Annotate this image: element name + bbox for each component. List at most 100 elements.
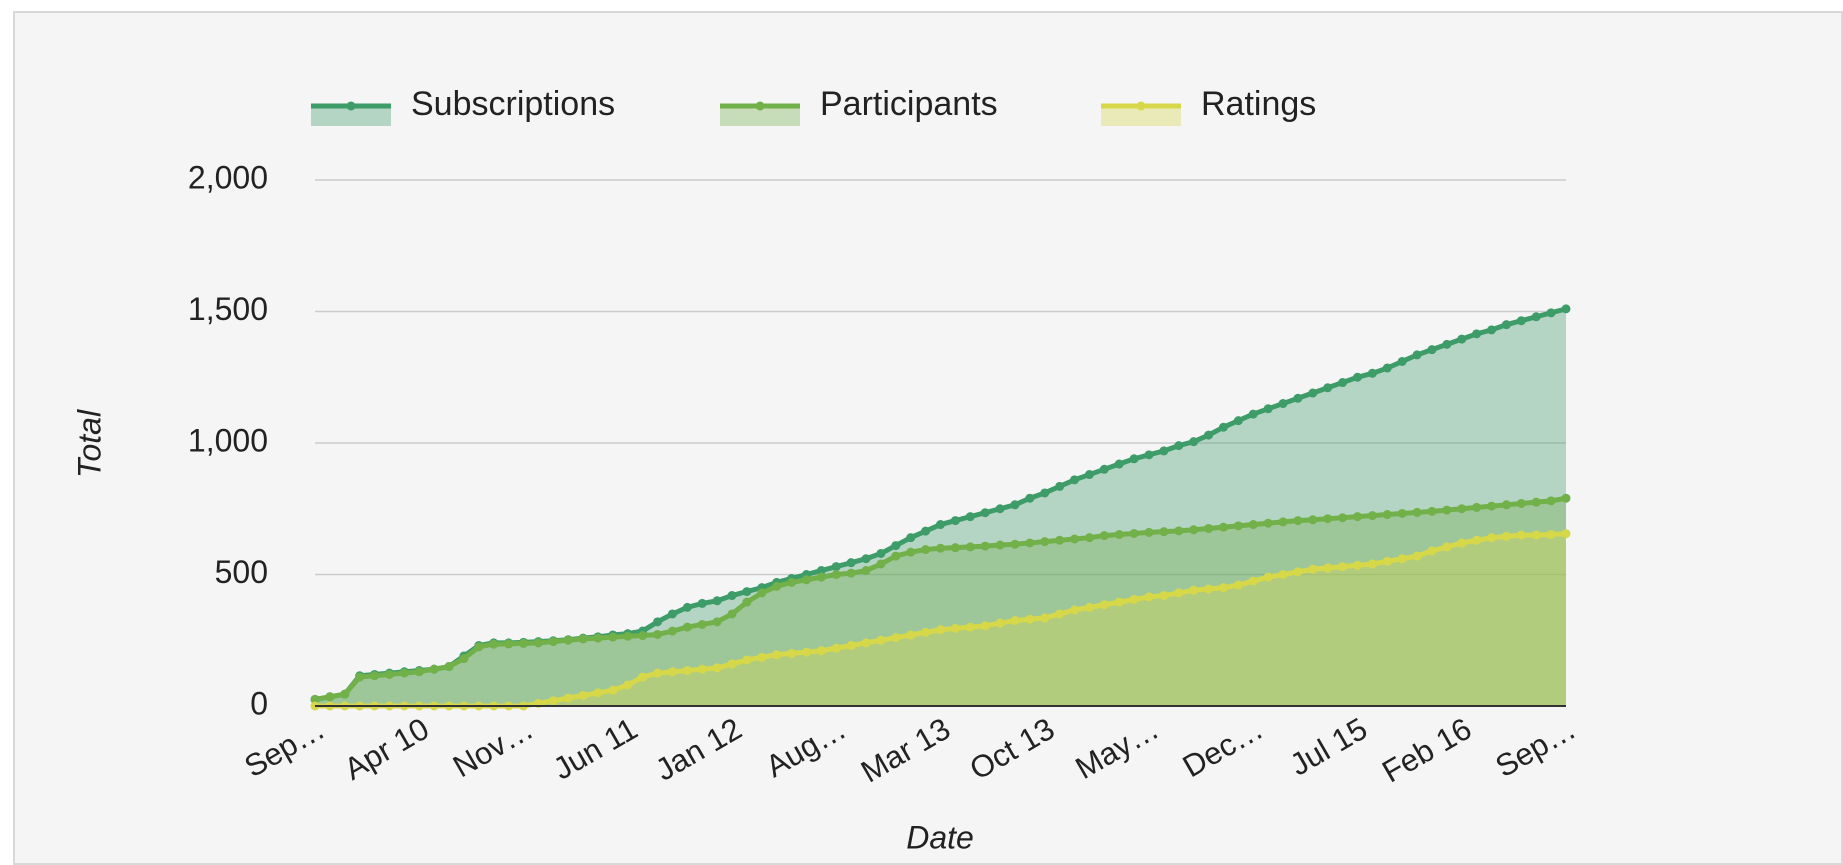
data-point bbox=[861, 566, 871, 576]
data-point bbox=[384, 669, 394, 679]
data-point bbox=[1055, 481, 1065, 491]
legend-dot bbox=[346, 101, 356, 111]
data-point bbox=[950, 516, 960, 526]
data-point bbox=[1099, 600, 1109, 610]
data-point bbox=[1159, 446, 1169, 456]
data-point bbox=[578, 634, 588, 644]
data-point bbox=[548, 637, 558, 647]
data-point bbox=[980, 541, 990, 551]
data-point bbox=[682, 665, 692, 675]
data-point bbox=[816, 572, 826, 582]
data-point bbox=[936, 543, 945, 553]
data-point bbox=[1204, 584, 1214, 594]
data-point bbox=[712, 663, 722, 673]
data-point bbox=[1129, 594, 1139, 604]
data-point bbox=[504, 639, 514, 649]
data-point bbox=[831, 570, 841, 579]
data-point bbox=[727, 659, 737, 669]
y-tick-label: 2,000 bbox=[188, 159, 268, 195]
data-point bbox=[1457, 538, 1467, 548]
data-point bbox=[1278, 570, 1288, 579]
data-point bbox=[578, 690, 588, 700]
data-point bbox=[1561, 493, 1571, 503]
data-point bbox=[965, 512, 975, 522]
data-point bbox=[1338, 562, 1348, 572]
data-point bbox=[1546, 496, 1556, 506]
data-point bbox=[965, 622, 975, 632]
data-point bbox=[712, 596, 722, 606]
data-point bbox=[936, 520, 945, 530]
data-point bbox=[1501, 320, 1511, 330]
area-fill bbox=[315, 498, 1566, 706]
data-point bbox=[861, 554, 871, 564]
data-point bbox=[1308, 515, 1318, 525]
data-point bbox=[950, 623, 960, 633]
data-point bbox=[1382, 556, 1392, 566]
data-point bbox=[772, 581, 782, 591]
data-point bbox=[1070, 605, 1080, 615]
data-point bbox=[444, 662, 454, 672]
data-point bbox=[355, 672, 365, 682]
legend-label: Participants bbox=[820, 85, 998, 123]
data-point bbox=[831, 643, 841, 653]
data-point bbox=[1546, 530, 1556, 540]
data-point bbox=[474, 642, 484, 652]
data-point bbox=[1129, 528, 1139, 538]
data-point bbox=[1055, 609, 1065, 619]
data-point bbox=[1516, 316, 1526, 326]
data-point bbox=[608, 685, 618, 695]
data-point bbox=[1248, 520, 1258, 530]
data-point bbox=[1070, 475, 1080, 485]
data-point bbox=[1367, 511, 1377, 521]
y-tick-label: 500 bbox=[215, 554, 268, 590]
data-point bbox=[876, 559, 886, 569]
data-point bbox=[1397, 356, 1407, 366]
data-point bbox=[891, 633, 901, 643]
data-point bbox=[1308, 388, 1318, 398]
data-point bbox=[1382, 363, 1392, 373]
data-point bbox=[1427, 546, 1437, 556]
data-point bbox=[1159, 527, 1169, 537]
data-point bbox=[1144, 527, 1154, 537]
data-point bbox=[1501, 531, 1511, 541]
data-point bbox=[1248, 409, 1258, 419]
data-point bbox=[1323, 383, 1333, 393]
data-point bbox=[1218, 422, 1228, 432]
data-point bbox=[1472, 502, 1482, 512]
data-point bbox=[1263, 518, 1273, 528]
data-point bbox=[1457, 504, 1467, 514]
data-point bbox=[1427, 345, 1437, 355]
data-point bbox=[846, 568, 856, 578]
data-point bbox=[1338, 378, 1348, 388]
data-point bbox=[831, 562, 841, 572]
data-point bbox=[1233, 580, 1243, 590]
data-point bbox=[906, 533, 916, 543]
data-point bbox=[489, 639, 499, 649]
data-point bbox=[876, 548, 886, 558]
data-point bbox=[891, 541, 901, 551]
data-point bbox=[921, 627, 931, 637]
data-point bbox=[1025, 614, 1035, 624]
data-point bbox=[1025, 538, 1035, 548]
data-point bbox=[1233, 416, 1243, 426]
data-point bbox=[1338, 513, 1348, 523]
data-point bbox=[861, 638, 871, 648]
y-tick-label: 1,000 bbox=[188, 422, 268, 458]
data-point bbox=[1323, 563, 1333, 573]
data-point bbox=[1442, 542, 1452, 552]
data-point bbox=[1055, 535, 1065, 545]
data-point bbox=[1084, 470, 1094, 480]
data-point bbox=[1263, 572, 1273, 582]
legend-label: Ratings bbox=[1201, 85, 1316, 123]
data-point bbox=[399, 668, 409, 678]
data-point bbox=[1472, 329, 1482, 339]
data-point bbox=[1040, 488, 1050, 498]
data-point bbox=[638, 672, 648, 682]
data-point bbox=[936, 625, 945, 635]
data-point bbox=[1189, 585, 1199, 595]
data-point bbox=[1353, 560, 1362, 570]
data-point bbox=[1174, 526, 1184, 536]
data-point bbox=[1487, 501, 1497, 511]
data-point bbox=[1248, 576, 1258, 586]
legend-dot bbox=[755, 101, 765, 111]
